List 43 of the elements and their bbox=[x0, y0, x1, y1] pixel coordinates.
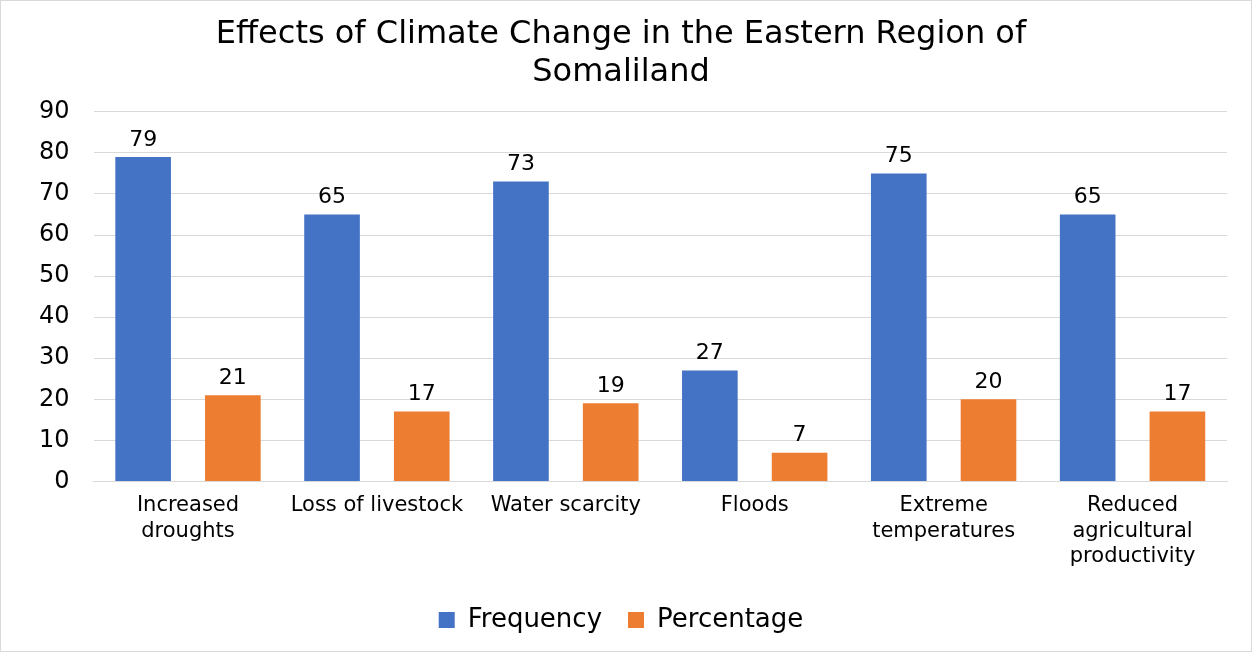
bar bbox=[960, 399, 1017, 481]
data-label: 20 bbox=[974, 367, 1003, 393]
bar bbox=[582, 403, 639, 481]
y-tick-label: 60 bbox=[38, 219, 70, 248]
bar bbox=[870, 173, 927, 481]
x-tick-label: Reduced agricultural productivity bbox=[1069, 492, 1196, 567]
bar bbox=[205, 395, 261, 481]
y-tick-label: 90 bbox=[38, 96, 70, 125]
bar bbox=[304, 214, 360, 481]
x-tick-label: Extreme temperatures bbox=[872, 492, 1016, 542]
y-tick-label: 0 bbox=[54, 465, 70, 494]
y-tick-label: 10 bbox=[38, 424, 70, 453]
data-label: 17 bbox=[407, 380, 436, 406]
x-tick-label: Increased droughts bbox=[136, 492, 240, 542]
data-label: 79 bbox=[129, 125, 158, 151]
y-tick-label: 70 bbox=[38, 178, 70, 207]
bar bbox=[393, 411, 450, 481]
x-tick-label: Floods bbox=[720, 492, 789, 517]
y-tick-label: 80 bbox=[38, 137, 70, 166]
bar bbox=[771, 452, 828, 481]
y-tick-label: 50 bbox=[38, 260, 70, 289]
y-tick-label: 40 bbox=[38, 301, 70, 330]
chart-title: Effects of Climate Change in the Eastern Region of Somaliland bbox=[215, 12, 1027, 89]
bar bbox=[682, 370, 738, 481]
data-label: 7 bbox=[792, 421, 807, 447]
legend-label: Percentage bbox=[657, 602, 804, 633]
data-label: 65 bbox=[1073, 183, 1102, 209]
y-tick-label: 30 bbox=[38, 342, 70, 371]
bar bbox=[115, 156, 171, 481]
bar bbox=[1149, 411, 1206, 481]
bar bbox=[493, 181, 549, 481]
data-label: 73 bbox=[506, 150, 535, 176]
data-label: 21 bbox=[218, 363, 247, 389]
data-label: 17 bbox=[1163, 380, 1192, 406]
data-label: 27 bbox=[695, 339, 724, 365]
data-label: 19 bbox=[596, 372, 625, 398]
data-label: 75 bbox=[884, 142, 913, 168]
bar bbox=[1059, 214, 1116, 481]
legend-label: Frequency bbox=[467, 602, 603, 633]
x-tick-label: Loss of livestock bbox=[290, 492, 464, 517]
x-tick-label: Water scarcity bbox=[490, 492, 641, 517]
y-tick-label: 20 bbox=[38, 383, 70, 412]
data-label: 65 bbox=[318, 183, 347, 209]
